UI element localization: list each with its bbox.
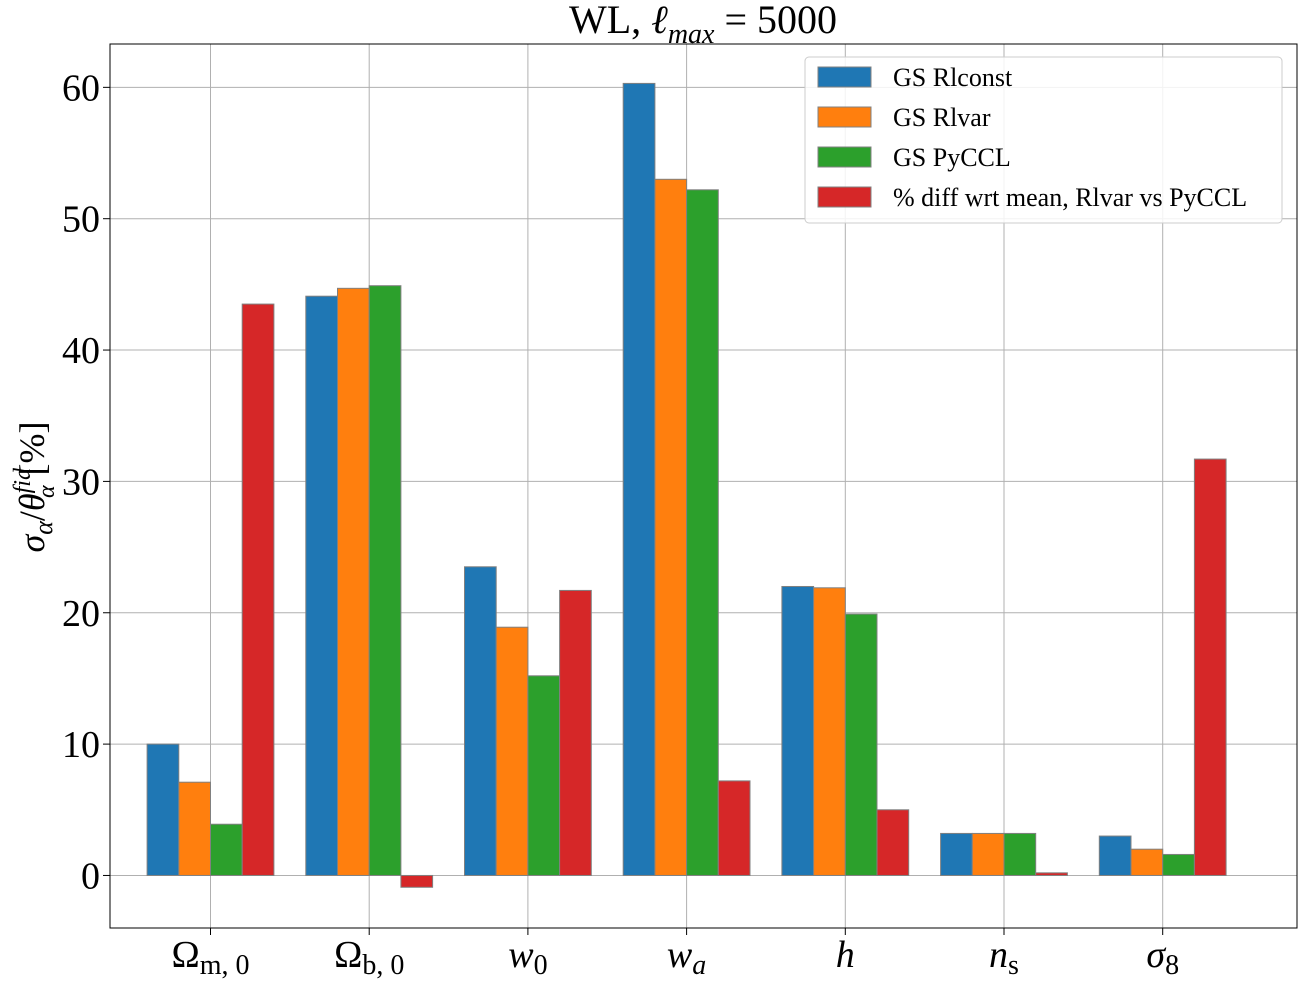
bars [146,82,1227,888]
y-tick-label-1: 10 [62,724,100,766]
y-ticks: 0 10 20 30 40 50 60 [62,67,110,897]
bar-1-6 [1130,848,1164,876]
x-ticks: Ωm, 0 Ωb, 0 w0 wa h ns σ8 [171,928,1179,981]
y-tick-label-3: 30 [62,461,100,503]
legend-box [804,56,1283,224]
x-tick-label-5: ns [989,934,1019,981]
legend-swatch-0 [817,66,872,88]
y-tick-label-4: 40 [62,330,100,372]
chart-title: WL, ℓmax = 5000 [569,0,837,50]
legend-label-0: GS Rlconst [893,63,1013,92]
bar-3-4 [876,809,910,876]
x-tick-label-2: w0 [508,934,547,981]
bar-1-1 [337,287,370,876]
bar-1-2 [495,626,529,876]
bar-3-5 [1035,872,1068,876]
x-tick-label-3: wa [667,934,706,981]
bar-2-5 [1003,832,1037,876]
bar-2-0 [210,823,243,876]
bar-1-4 [813,587,846,876]
bar-1-5 [971,832,1005,876]
bar-3-2 [559,589,592,876]
plot-frame [109,43,1298,929]
bar-2-3 [686,189,719,876]
x-tick-label-4: h [836,934,855,976]
bar-1-0 [178,781,212,876]
legend-label-1: GS Rlvar [893,103,991,132]
y-tick-label-6: 60 [62,67,100,109]
y-tick-label-5: 50 [62,199,100,241]
bar-3-1 [400,874,434,888]
bar-1-3 [654,178,688,876]
bar-3-3 [717,780,751,876]
bar-2-2 [527,675,561,876]
x-tick-label-1: Ωb, 0 [334,934,404,981]
bar-3-0 [241,303,275,876]
bar-2-4 [844,613,878,876]
y-axis-label: σα/θfidα[%] [10,421,60,552]
bar-2-1 [368,285,402,876]
legend-swatch-2 [817,146,872,168]
bar-0-5 [940,832,973,876]
bar-0-6 [1098,835,1132,876]
bar-3-6 [1193,458,1227,876]
legend-label-3: % diff wrt mean, Rlvar vs PyCCL [893,183,1247,212]
bar-0-1 [305,295,338,876]
legend: GS Rlconst GS Rlvar GS PyCCL % diff wrt mea… [804,56,1283,224]
x-tick-label-0: Ωm, 0 [171,934,249,981]
legend-label-2: GS PyCCL [893,143,1011,172]
bar-2-6 [1162,853,1195,876]
y-tick-label-2: 20 [62,593,100,635]
x-tick-label-6: σ8 [1146,934,1179,981]
legend-swatch-3 [817,186,872,208]
bar-0-4 [781,585,815,876]
legend-swatch-1 [817,106,872,128]
y-tick-label-0: 0 [81,855,100,897]
bar-0-2 [464,566,497,876]
bar-0-3 [622,82,656,876]
bar-0-0 [146,743,180,876]
